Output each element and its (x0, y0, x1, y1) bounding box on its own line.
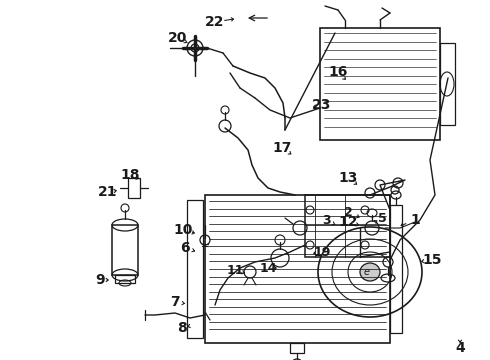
Text: 17: 17 (272, 141, 292, 155)
Text: e: e (364, 267, 370, 277)
Text: 15: 15 (422, 253, 442, 267)
Bar (205, 195, 390, 343)
Text: 9: 9 (95, 273, 105, 287)
Text: 18: 18 (120, 168, 140, 182)
Text: 11: 11 (226, 264, 244, 276)
Bar (320, 28, 440, 140)
Text: 3: 3 (322, 213, 330, 226)
Text: 6: 6 (180, 241, 190, 255)
Text: 8: 8 (177, 321, 187, 335)
Text: 4: 4 (455, 341, 465, 355)
Bar (128, 178, 140, 198)
Text: 23: 23 (312, 98, 332, 112)
Text: 12: 12 (338, 215, 358, 229)
Text: 1: 1 (410, 213, 420, 227)
Text: 16: 16 (328, 65, 348, 79)
Text: 20: 20 (168, 31, 188, 45)
Text: 21: 21 (98, 185, 118, 199)
Bar (390, 205, 402, 333)
Bar (290, 343, 304, 353)
Bar (112, 225, 138, 275)
Text: 10: 10 (173, 223, 193, 237)
Bar (115, 275, 135, 283)
Bar (187, 200, 203, 338)
Text: 7: 7 (170, 295, 180, 309)
Text: 22: 22 (205, 15, 225, 29)
Text: 5: 5 (378, 211, 387, 225)
Text: 14: 14 (259, 261, 277, 274)
Text: 2: 2 (343, 206, 352, 219)
Text: 13: 13 (338, 171, 358, 185)
Ellipse shape (360, 263, 380, 281)
Bar (440, 43, 455, 125)
Text: 19: 19 (313, 246, 331, 258)
Bar (305, 195, 390, 257)
